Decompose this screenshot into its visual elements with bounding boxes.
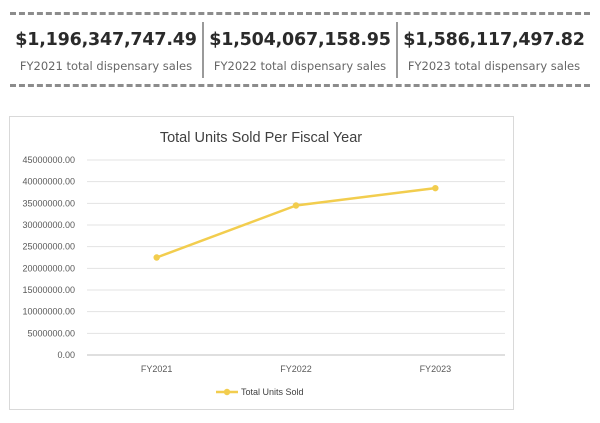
x-tick-label: FY2021 xyxy=(141,364,173,374)
data-point xyxy=(432,184,439,192)
data-point xyxy=(153,254,160,261)
y-axis-ticks: 0.00 5000000.00 10000000.00 15000000.00 2000… xyxy=(22,155,75,360)
grid-lines xyxy=(87,159,505,356)
stat-value: $1,586,117,497.82 xyxy=(403,30,585,50)
series-lines xyxy=(153,184,439,261)
y-tick-label: 5000000.00 xyxy=(27,328,75,338)
legend-swatch-marker xyxy=(223,388,231,396)
x-tick-label: FY2023 xyxy=(420,364,452,374)
top-dashed-divider xyxy=(10,12,590,15)
stat-caption: FY2023 total dispensary sales xyxy=(407,59,581,73)
y-tick-label: 15000000.00 xyxy=(22,285,75,295)
bottom-dashed-divider xyxy=(10,84,590,87)
x-axis-ticks: FY2021 FY2022 FY2023 xyxy=(141,364,451,374)
y-tick-label: 0.00 xyxy=(57,350,75,360)
legend: Total Units Sold xyxy=(216,387,304,397)
y-tick-label: 10000000.00 xyxy=(22,307,75,317)
y-tick-label: 20000000.00 xyxy=(22,263,75,273)
chart-title: Total Units Sold Per Fiscal Year xyxy=(160,130,362,146)
stat-fy2022: $1,504,067,158.95 FY2022 total dispensar… xyxy=(202,22,396,78)
stat-caption: FY2022 total dispensary sales xyxy=(213,59,387,73)
units-sold-chart: Total Units Sold Per Fiscal Year 0.00 500… xyxy=(9,116,514,410)
sales-summary: $1,196,347,747.49 FY2021 total dispensar… xyxy=(10,22,590,78)
stat-value: $1,196,347,747.49 xyxy=(15,30,197,50)
y-tick-label: 35000000.00 xyxy=(22,198,75,208)
data-point xyxy=(292,202,300,209)
stat-value: $1,504,067,158.95 xyxy=(209,30,391,50)
stat-fy2023: $1,586,117,497.82 FY2023 total dispensar… xyxy=(396,22,590,78)
y-tick-label: 25000000.00 xyxy=(22,242,75,252)
y-tick-label: 40000000.00 xyxy=(22,177,75,187)
stat-fy2021: $1,196,347,747.49 FY2021 total dispensar… xyxy=(10,22,202,78)
y-tick-label: 30000000.00 xyxy=(22,220,75,230)
stat-caption: FY2021 total dispensary sales xyxy=(19,59,193,73)
y-tick-label: 45000000.00 xyxy=(22,155,75,165)
x-tick-label: FY2022 xyxy=(280,364,312,374)
chart-canvas: Total Units Sold Per Fiscal Year 0.00 500… xyxy=(22,130,505,397)
legend-label: Total Units Sold xyxy=(241,387,304,397)
